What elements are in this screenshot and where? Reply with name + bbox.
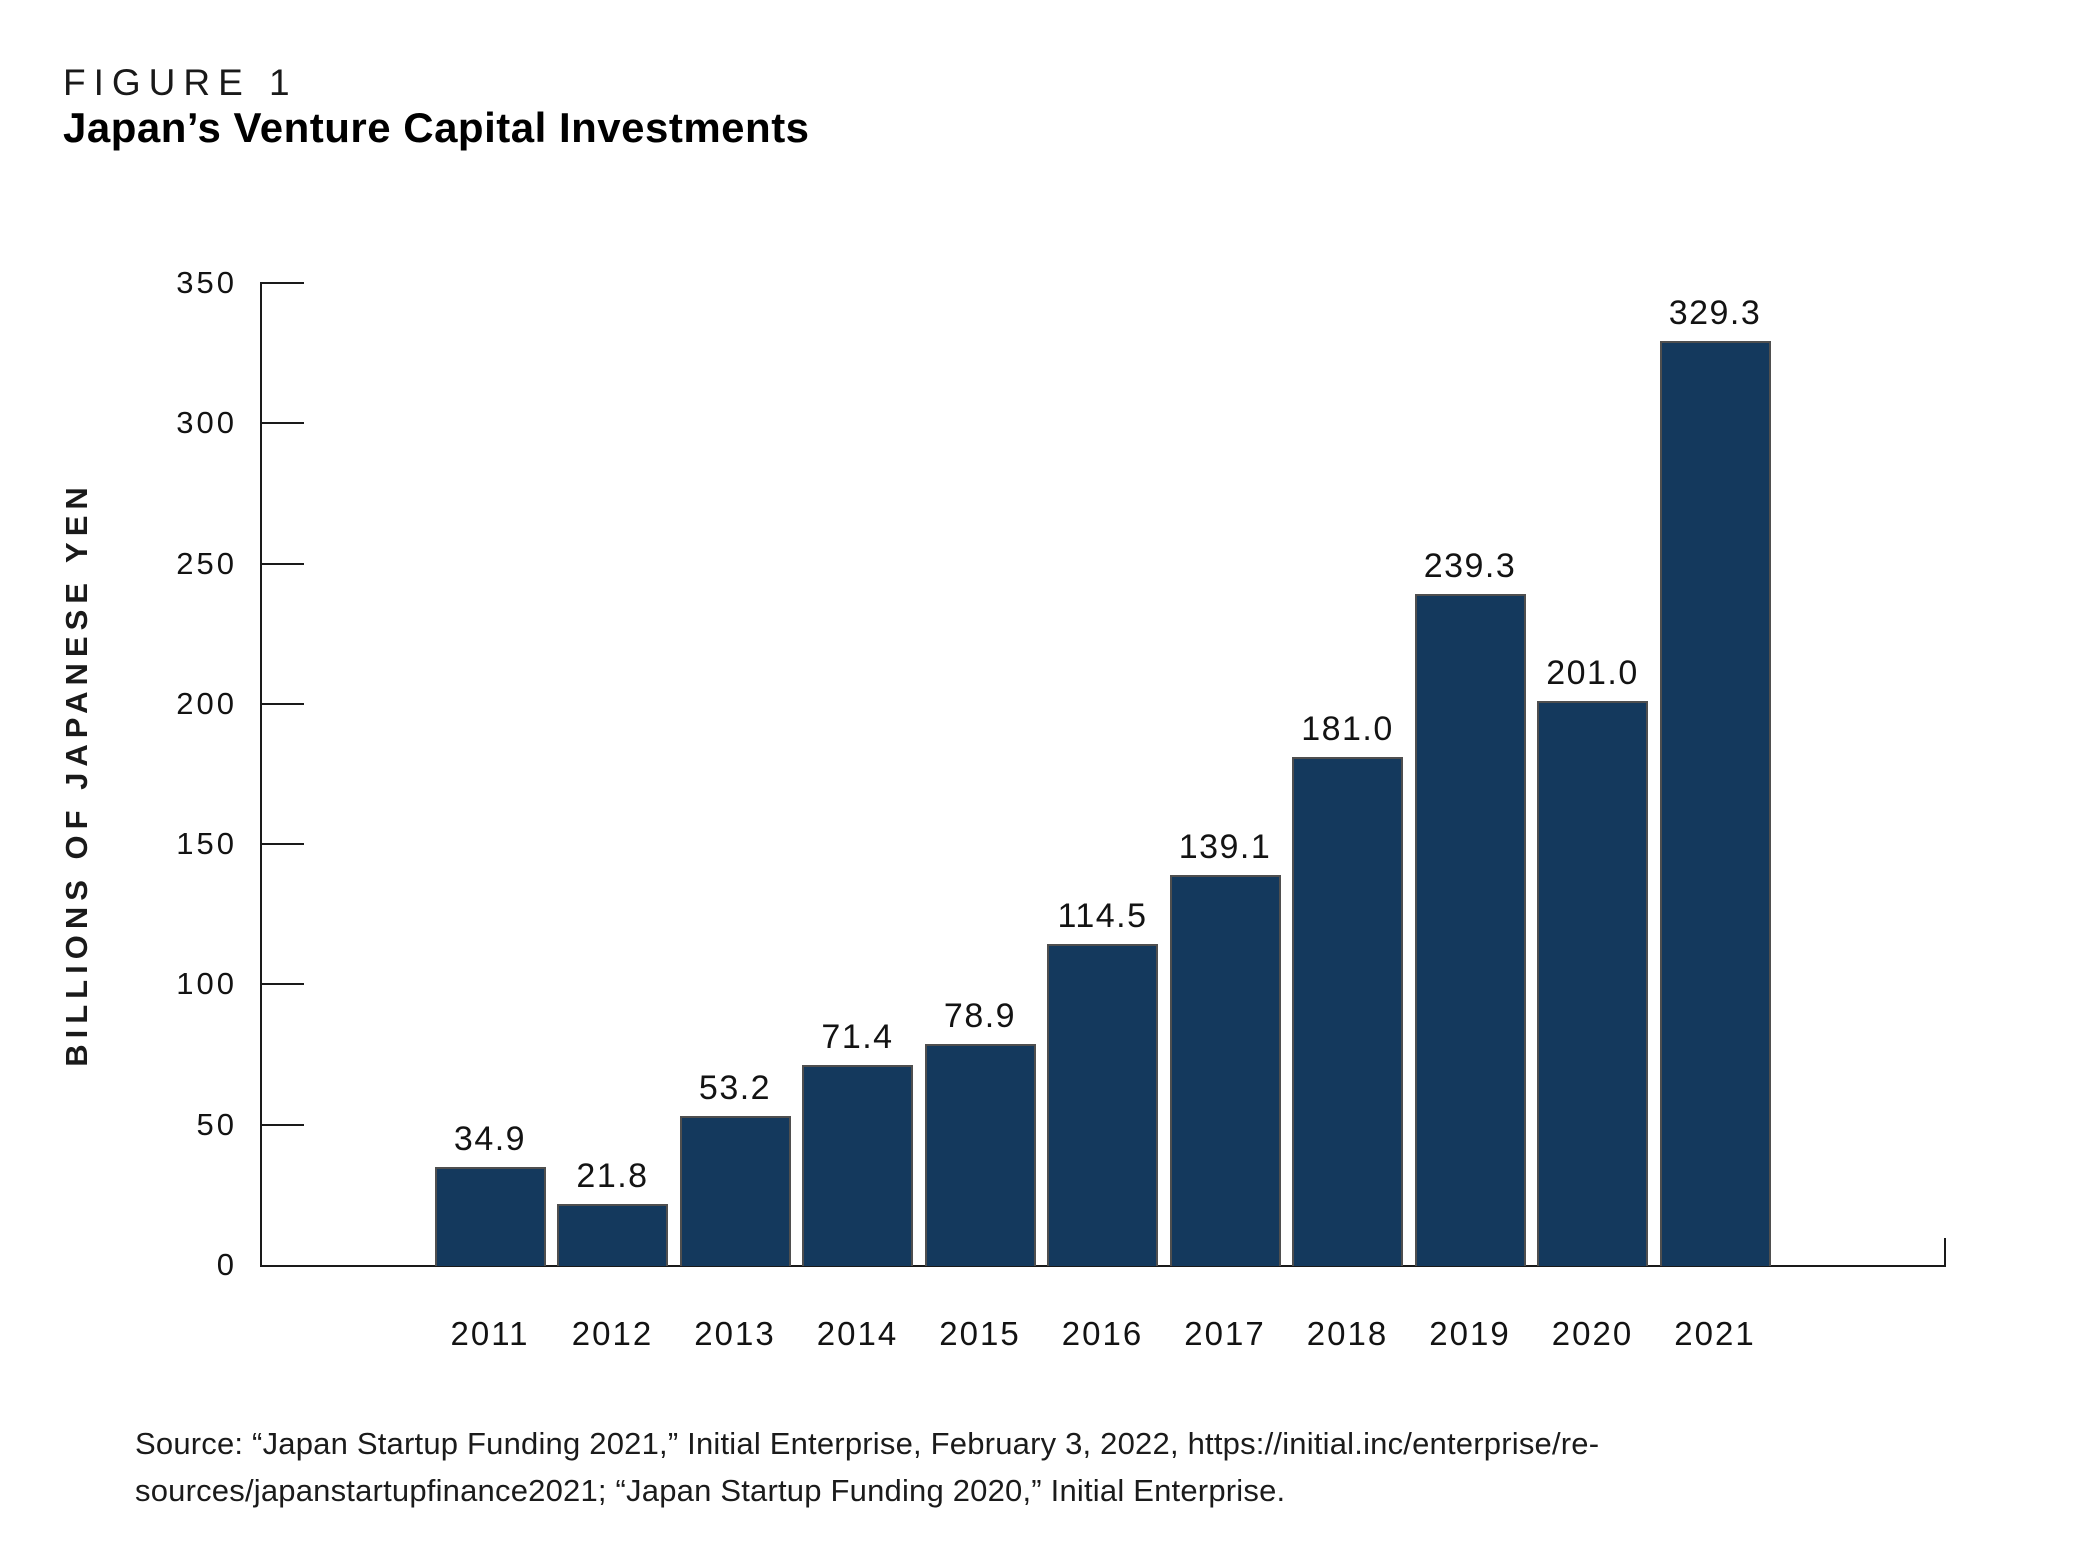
y-tick-mark (260, 983, 304, 986)
bar-value-label-2013: 53.2 (698, 1068, 772, 1107)
y-tick-label: 0 (216, 1247, 237, 1282)
source-line-2: sources/japanstartupfinance2021; “Japan … (135, 1473, 1286, 1508)
y-tick-mark (260, 422, 304, 425)
y-tick-label: 200 (176, 685, 237, 721)
y-tick-mark (260, 702, 304, 705)
x-tick-label-2020: 2020 (1551, 1315, 1634, 1352)
bar-value-label-2018: 181.0 (1301, 710, 1394, 749)
x-tick-label-2017: 2017 (1184, 1315, 1266, 1352)
bar-value-label-2019: 239.3 (1423, 546, 1517, 585)
bar-2020 (1537, 701, 1648, 1266)
bar-value-label-2020: 201.0 (1546, 654, 1639, 693)
chart-title: Japan’s Venture Capital Investments (63, 104, 810, 151)
y-tick-mark (260, 1123, 304, 1126)
bar-2012 (557, 1203, 668, 1266)
x-axis-line (260, 1265, 1946, 1267)
bar-value-label-2012: 21.8 (576, 1156, 649, 1195)
bar-2019 (1414, 593, 1526, 1266)
y-tick-mark (260, 843, 304, 846)
bar-value-label-2015: 78.9 (943, 996, 1017, 1035)
bar-value-label-2016: 114.5 (1057, 896, 1148, 935)
y-axis-line (260, 283, 262, 1267)
bar-2014 (802, 1064, 913, 1266)
bar-2021 (1659, 341, 1771, 1266)
x-tick-label-2016: 2016 (1061, 1315, 1144, 1352)
x-tick-label-2011: 2011 (450, 1315, 530, 1352)
y-tick-label: 50 (196, 1106, 237, 1142)
bar-2017 (1169, 874, 1281, 1266)
y-axis-title: BILLIONS OF JAPANESE YEN (59, 481, 94, 1067)
bar-2013 (679, 1115, 791, 1266)
bar-2018 (1292, 757, 1403, 1266)
bar-value-label-2021: 329.3 (1668, 294, 1762, 333)
bar-value-label-2011: 34.9 (453, 1120, 527, 1159)
y-tick-label: 250 (176, 545, 237, 581)
x-tick-label-2013: 2013 (694, 1315, 776, 1352)
y-tick-mark (260, 282, 304, 284)
bar-value-label-2017: 139.1 (1178, 827, 1272, 866)
source-citation: Source: “Japan Startup Funding 2021,” In… (135, 1420, 1599, 1514)
bar-2015 (924, 1043, 1036, 1266)
bar-2011 (434, 1167, 546, 1266)
y-tick-mark (260, 562, 304, 565)
x-tick-label-2012: 2012 (571, 1315, 654, 1352)
bar-2016 (1047, 943, 1158, 1266)
y-tick-label: 100 (176, 966, 237, 1002)
x-tick-label-2018: 2018 (1306, 1315, 1389, 1352)
y-tick-label: 300 (176, 405, 237, 441)
figure-label: FIGURE 1 (63, 62, 298, 103)
x-tick-label-2019: 2019 (1429, 1315, 1511, 1352)
source-line-1: Source: “Japan Startup Funding 2021,” In… (135, 1426, 1600, 1461)
bar-value-label-2014: 71.4 (821, 1017, 894, 1056)
x-tick-label-2014: 2014 (816, 1315, 899, 1352)
x-tick-label-2021: 2021 (1674, 1315, 1756, 1352)
x-tick-label-2015: 2015 (939, 1315, 1021, 1352)
y-tick-label: 150 (176, 826, 237, 862)
y-tick-label: 350 (176, 265, 237, 300)
x-axis-end-tick (1944, 1238, 1946, 1267)
